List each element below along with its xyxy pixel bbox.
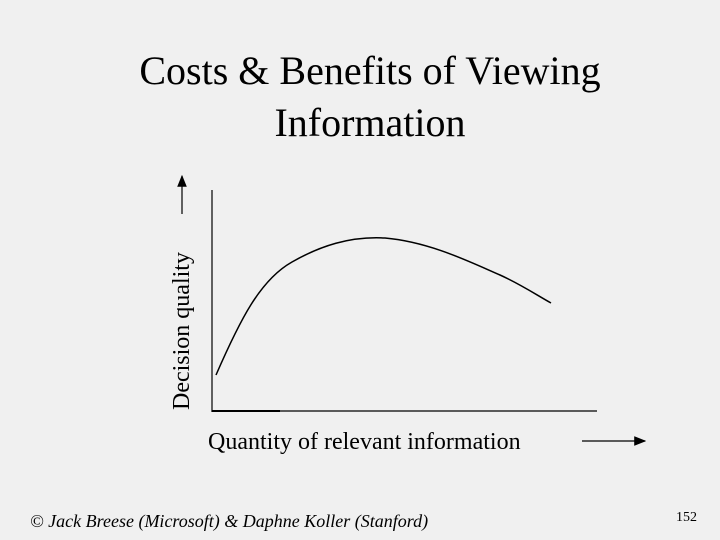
title-line: Information xyxy=(274,100,465,145)
page-number: 152 xyxy=(676,510,697,525)
title-line: Costs & Benefits of Viewing xyxy=(139,48,600,93)
x-axis-label: Quantity of relevant information xyxy=(208,429,521,455)
footer: © Jack Breese (Microsoft) & Daphne Kolle… xyxy=(30,511,428,532)
curve xyxy=(215,237,552,376)
y-axis-label: Decision quality xyxy=(169,252,195,410)
